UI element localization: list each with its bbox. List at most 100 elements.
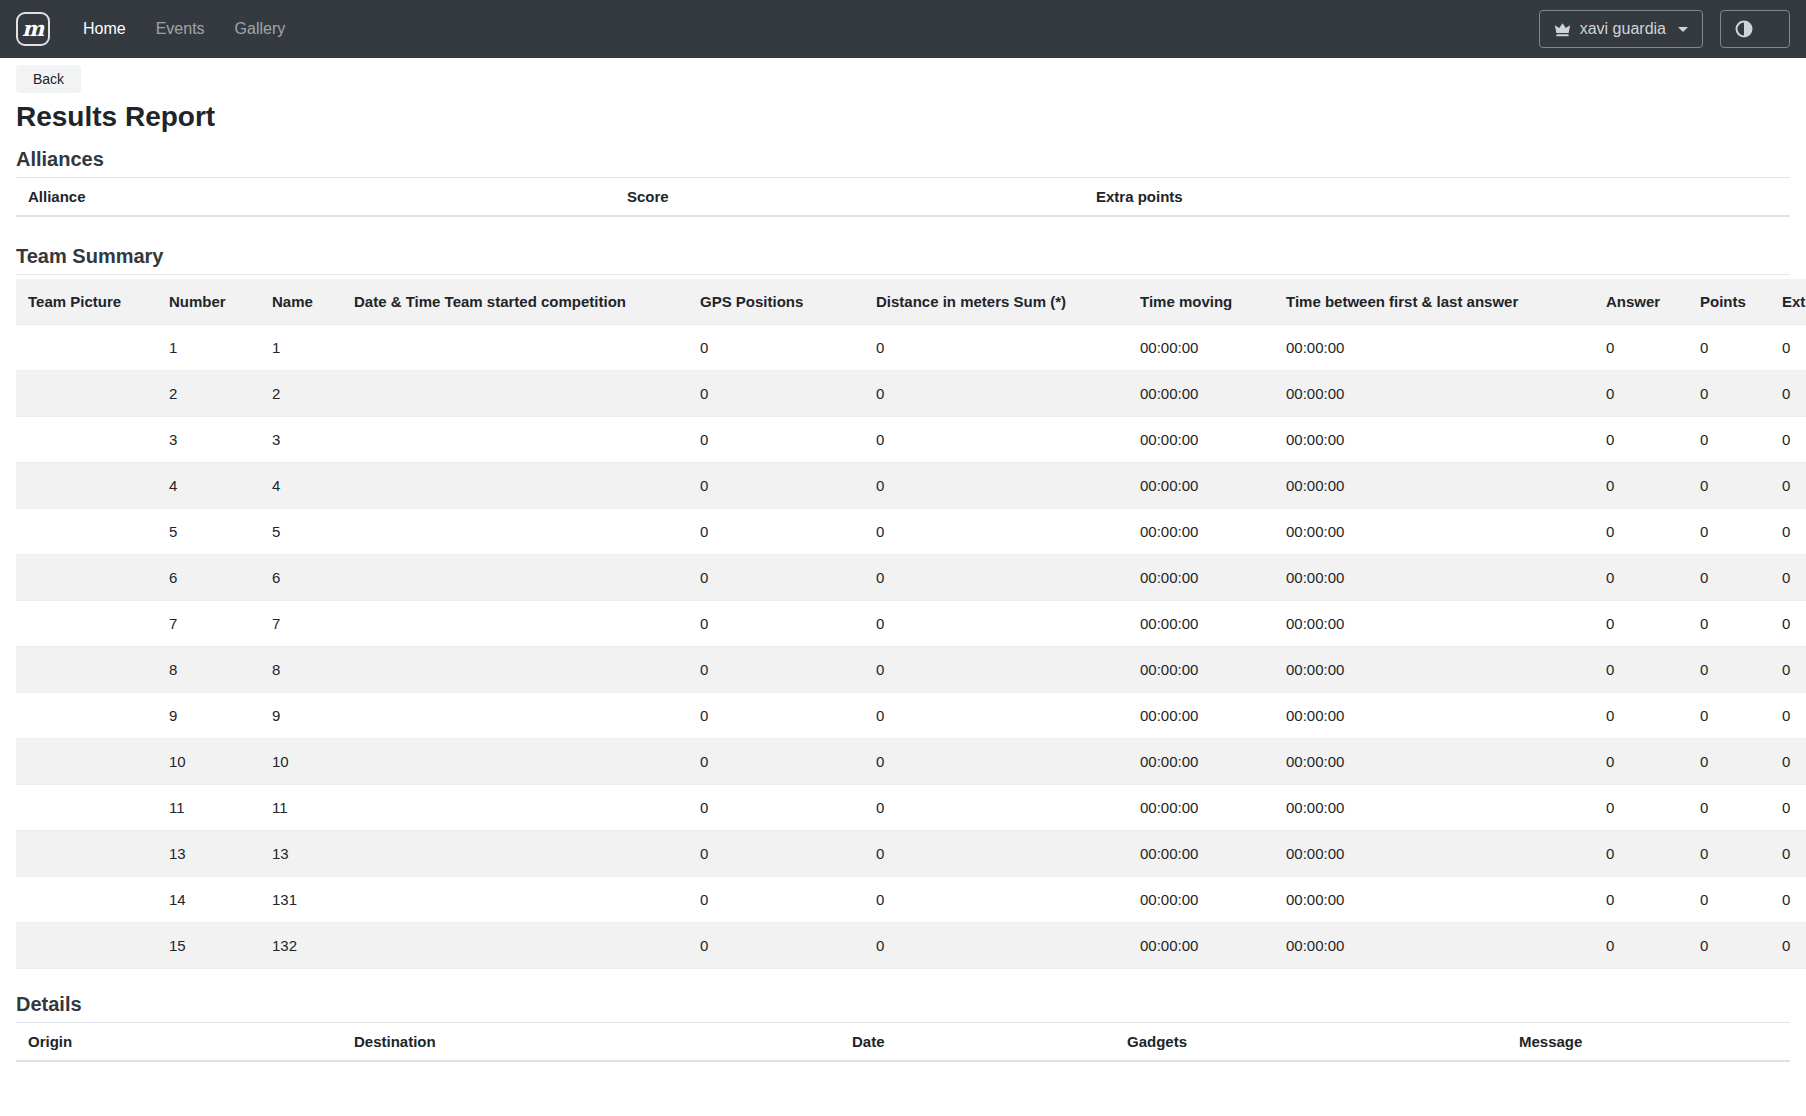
brand-letter: m xyxy=(22,18,44,39)
brand-logo[interactable]: m xyxy=(16,12,50,46)
table-cell: 00:00:00 xyxy=(1128,785,1274,831)
table-cell: 00:00:00 xyxy=(1128,831,1274,877)
nav-link-gallery[interactable]: Gallery xyxy=(222,12,299,46)
table-cell xyxy=(16,555,157,601)
table-cell: 0 xyxy=(688,463,864,509)
table-row: 11 11 0 0 00:00:00 00:00:00 0 0 0 xyxy=(16,785,1806,831)
table-cell xyxy=(342,555,688,601)
table-cell: 00:00:00 xyxy=(1128,371,1274,417)
table-cell: 00:00:00 xyxy=(1274,555,1594,601)
table-cell: 131 xyxy=(260,877,342,923)
table-cell: 14 xyxy=(157,877,260,923)
table-cell xyxy=(342,601,688,647)
column-header-alliance: Alliance xyxy=(16,178,615,216)
back-button[interactable]: Back xyxy=(16,65,81,93)
table-cell: 00:00:00 xyxy=(1128,877,1274,923)
table-cell: 0 xyxy=(1770,693,1806,739)
table-cell: 00:00:00 xyxy=(1274,601,1594,647)
table-cell: 11 xyxy=(260,785,342,831)
table-cell xyxy=(16,923,157,969)
table-row: 5 5 0 0 00:00:00 00:00:00 0 0 0 xyxy=(16,509,1806,555)
team-summary-table: Team Picture Number Name Date & Time Tea… xyxy=(16,279,1806,969)
column-header-distance-sum: Distance in meters Sum (*) xyxy=(864,279,1128,325)
table-cell: 00:00:00 xyxy=(1128,693,1274,739)
table-cell: 0 xyxy=(1594,831,1688,877)
table-cell xyxy=(16,601,157,647)
table-cell: 9 xyxy=(157,693,260,739)
table-cell: 0 xyxy=(1594,693,1688,739)
table-cell: 8 xyxy=(157,647,260,693)
table-cell xyxy=(342,463,688,509)
table-cell: 00:00:00 xyxy=(1128,739,1274,785)
table-cell: 0 xyxy=(1770,785,1806,831)
table-cell: 0 xyxy=(864,739,1128,785)
table-cell: 4 xyxy=(157,463,260,509)
table-cell: 00:00:00 xyxy=(1128,647,1274,693)
table-cell: 0 xyxy=(864,509,1128,555)
column-header-date: Date xyxy=(840,1023,1115,1061)
table-cell xyxy=(16,325,157,371)
table-cell: 3 xyxy=(157,417,260,463)
column-header-start-datetime: Date & Time Team started competition xyxy=(342,279,688,325)
table-cell: 10 xyxy=(157,739,260,785)
table-cell: 0 xyxy=(864,417,1128,463)
table-cell xyxy=(16,831,157,877)
table-row: 8 8 0 0 00:00:00 00:00:00 0 0 0 xyxy=(16,647,1806,693)
nav-link-home[interactable]: Home xyxy=(70,12,139,46)
table-cell: 0 xyxy=(688,555,864,601)
display-mode-button[interactable] xyxy=(1720,10,1790,48)
table-cell: 1 xyxy=(260,325,342,371)
details-header-row: Origin Destination Date Gadgets Message xyxy=(16,1023,1790,1061)
table-cell: 0 xyxy=(1594,877,1688,923)
column-header-gadgets: Gadgets xyxy=(1115,1023,1507,1061)
user-name: xavi guardia xyxy=(1580,20,1666,38)
nav-link-events[interactable]: Events xyxy=(143,12,218,46)
table-cell: 5 xyxy=(157,509,260,555)
table-cell: 0 xyxy=(688,831,864,877)
table-cell: 6 xyxy=(260,555,342,601)
team-summary-body: 1 1 0 0 00:00:00 00:00:00 0 0 0 2 2 0 0 … xyxy=(16,325,1806,969)
table-cell: 8 xyxy=(260,647,342,693)
table-cell: 0 xyxy=(1688,647,1770,693)
table-cell: 0 xyxy=(1688,555,1770,601)
table-cell: 00:00:00 xyxy=(1274,371,1594,417)
table-cell: 00:00:00 xyxy=(1274,325,1594,371)
table-cell: 0 xyxy=(864,463,1128,509)
table-cell: 0 xyxy=(864,693,1128,739)
table-cell xyxy=(342,417,688,463)
table-cell: 0 xyxy=(1594,325,1688,371)
table-cell xyxy=(342,831,688,877)
table-cell: 0 xyxy=(864,371,1128,417)
column-header-extra-points: Extra points xyxy=(1084,178,1790,216)
alliances-header-row: Alliance Score Extra points xyxy=(16,178,1790,216)
team-summary-header-row: Team Picture Number Name Date & Time Tea… xyxy=(16,279,1806,325)
table-row: 1 1 0 0 00:00:00 00:00:00 0 0 0 xyxy=(16,325,1806,371)
table-cell: 00:00:00 xyxy=(1274,877,1594,923)
table-cell: 0 xyxy=(688,923,864,969)
table-cell: 0 xyxy=(1770,463,1806,509)
table-cell: 6 xyxy=(157,555,260,601)
table-cell xyxy=(342,509,688,555)
table-cell: 11 xyxy=(157,785,260,831)
alliances-table: Alliance Score Extra points xyxy=(16,178,1790,217)
table-cell: 0 xyxy=(688,509,864,555)
table-cell: 9 xyxy=(260,693,342,739)
table-cell: 0 xyxy=(1770,555,1806,601)
column-header-gps-positions: GPS Positions xyxy=(688,279,864,325)
table-cell: 0 xyxy=(688,647,864,693)
table-row: 14 131 0 0 00:00:00 00:00:00 0 0 0 xyxy=(16,877,1806,923)
table-cell: 0 xyxy=(864,785,1128,831)
table-cell: 0 xyxy=(1688,739,1770,785)
table-cell: 00:00:00 xyxy=(1128,417,1274,463)
table-cell xyxy=(16,877,157,923)
user-menu-button[interactable]: xavi guardia xyxy=(1539,10,1703,48)
table-cell: 00:00:00 xyxy=(1128,923,1274,969)
column-header-time-between-answers: Time between first & last answer xyxy=(1274,279,1594,325)
caret-down-icon xyxy=(1678,27,1688,32)
table-cell: 0 xyxy=(1770,325,1806,371)
details-table: Origin Destination Date Gadgets Message xyxy=(16,1023,1790,1062)
table-cell xyxy=(342,785,688,831)
table-row: 13 13 0 0 00:00:00 00:00:00 0 0 0 xyxy=(16,831,1806,877)
table-cell: 0 xyxy=(1770,877,1806,923)
table-cell: 7 xyxy=(157,601,260,647)
